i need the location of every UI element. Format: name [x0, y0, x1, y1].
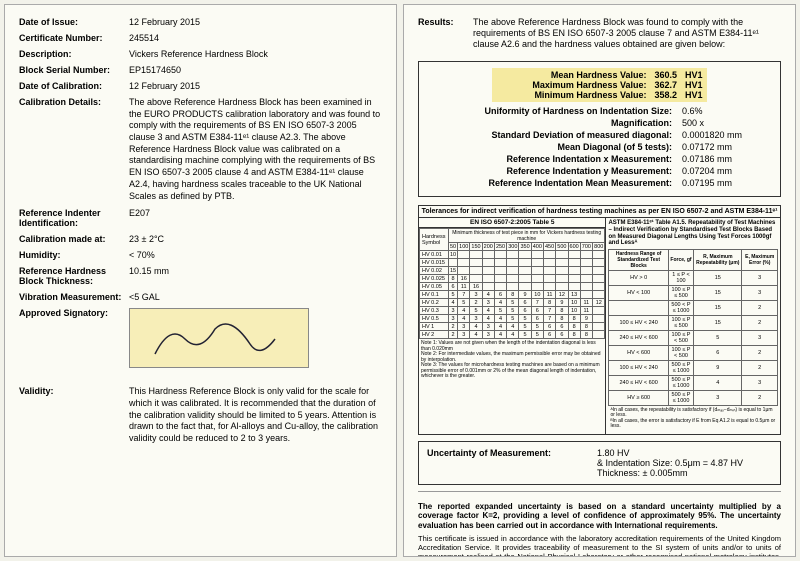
results-text: The above Reference Hardness Block was f…	[473, 17, 781, 49]
field-label: Block Serial Number:	[19, 65, 129, 75]
footer-text: This certificate is issued in accordance…	[418, 534, 781, 557]
results-frame: Mean Hardness Value: 360.5 HV1 Maximum H…	[418, 61, 781, 197]
field-label: Reference Indenter Identification:	[19, 208, 129, 228]
metric-value: 0.07195 mm	[682, 178, 772, 188]
max-hardness-value: 362.7	[654, 80, 677, 90]
tol-right-title: ASTM E384-11ᵉ¹ Table A1.5. Repeatability…	[608, 220, 778, 246]
tolerances-title: Tolerances for indirect verification of …	[419, 206, 780, 218]
field-value: E207	[129, 208, 382, 228]
signature-box	[129, 308, 309, 368]
field-label: Date of Calibration:	[19, 81, 129, 91]
field-label: Reference Hardness Block Thickness:	[19, 266, 129, 286]
validity-text: This Hardness Reference Block is only va…	[129, 386, 382, 444]
field-value: 10.15 mm	[129, 266, 382, 286]
field-label: Certificate Number:	[19, 33, 129, 43]
metric-label: Reference Indentation y Measurement:	[427, 166, 682, 176]
metric-value: 0.07204 mm	[682, 166, 772, 176]
tolerances-left-table: Hardness SymbolMinimum thickness of test…	[419, 228, 605, 339]
field-value: 23 ± 2°C	[129, 234, 382, 244]
metric-value: 0.0001820 mm	[682, 130, 772, 140]
field-label: Calibration made at:	[19, 234, 129, 244]
uncertainty-line3: Thickness: ± 0.005mm	[597, 468, 772, 478]
tolerances-right-table: Hardness Range of Standardized Test Bloc…	[608, 249, 778, 406]
field-value: < 70%	[129, 250, 382, 260]
mean-hardness-unit: HV1	[685, 70, 703, 80]
uncertainty-line2: & Indentation Size: 0.5μm = 4.87 HV	[597, 458, 772, 468]
field-label: Humidity:	[19, 250, 129, 260]
calibration-details-text: The above Reference Hardness Block has b…	[129, 97, 382, 202]
uncertainty-box: Uncertainty of Measurement: 1.80 HV & In…	[418, 441, 781, 485]
certificate-page-right: Results: The above Reference Hardness Bl…	[403, 4, 796, 557]
field-label: Vibration Measurement:	[19, 292, 129, 302]
calibration-details-label: Calibration Details:	[19, 97, 129, 202]
field-value: Vickers Reference Hardness Block	[129, 49, 382, 59]
mean-hardness-value: 360.5	[654, 70, 677, 80]
min-hardness-unit: HV1	[685, 90, 703, 100]
metric-value: 500 x	[682, 118, 772, 128]
uncertainty-line1: 1.80 HV	[597, 448, 772, 458]
certificate-page-left: Date of Issue:12 February 2015Certificat…	[4, 4, 397, 557]
max-hardness-label: Maximum Hardness Value:	[496, 80, 646, 90]
metric-value: 0.07186 mm	[682, 154, 772, 164]
validity-label: Validity:	[19, 386, 129, 444]
field-value: 12 February 2015	[129, 17, 382, 27]
metric-label: Standard Deviation of measured diagonal:	[427, 130, 682, 140]
metric-label: Reference Indentation Mean Measurement:	[427, 178, 682, 188]
field-value: 245514	[129, 33, 382, 43]
metric-label: Uniformity of Hardness on Indentation Si…	[427, 106, 682, 116]
footer-bold: The reported expanded uncertainty is bas…	[418, 502, 781, 531]
uncertainty-label: Uncertainty of Measurement:	[427, 448, 597, 478]
tol-left-title: EN ISO 6507-2:2005 Table 5	[419, 218, 605, 228]
field-value: 12 February 2015	[129, 81, 382, 91]
max-hardness-unit: HV1	[685, 80, 703, 90]
mean-hardness-label: Mean Hardness Value:	[496, 70, 646, 80]
min-hardness-value: 358.2	[654, 90, 677, 100]
metric-label: Mean Diagonal (of 5 tests):	[427, 142, 682, 152]
approved-signatory-label: Approved Signatory:	[19, 308, 129, 368]
field-label: Description:	[19, 49, 129, 59]
tolerances-box: Tolerances for indirect verification of …	[418, 205, 781, 434]
field-value: <5 GAL	[129, 292, 382, 302]
tolerances-notes: Note 1: Values are not given when the le…	[419, 339, 605, 382]
metric-value: 0.6%	[682, 106, 772, 116]
metric-label: Magnification:	[427, 118, 682, 128]
min-hardness-label: Minimum Hardness Value:	[496, 90, 646, 100]
field-label: Date of Issue:	[19, 17, 129, 27]
metric-value: 0.07172 mm	[682, 142, 772, 152]
results-label: Results:	[418, 17, 473, 55]
tol-right-foot: ᴬIn all cases, the repeatability is sati…	[608, 406, 778, 432]
metric-label: Reference Indentation x Measurement:	[427, 154, 682, 164]
field-value: EP15174650	[129, 65, 382, 75]
